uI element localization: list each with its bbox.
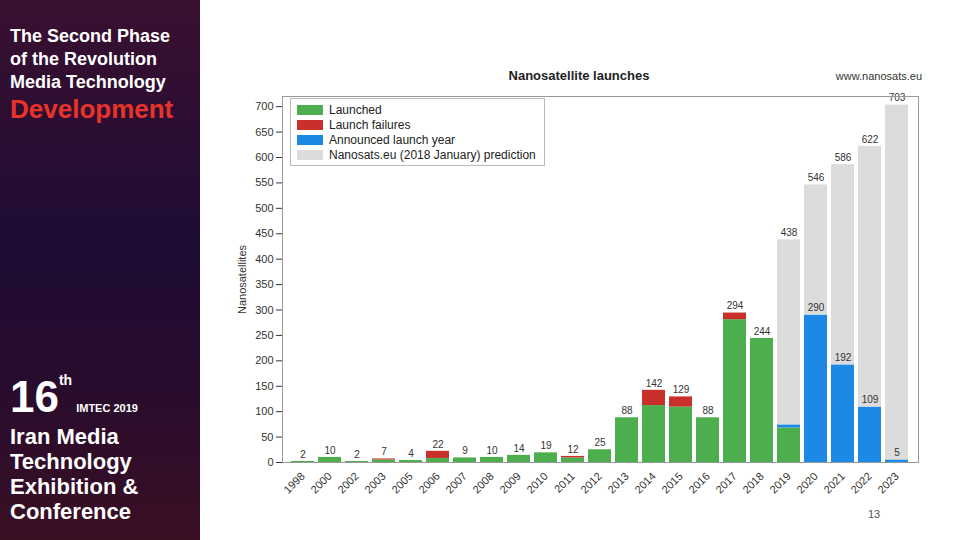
svg-text:546: 546 (808, 172, 825, 183)
svg-text:2022: 2022 (848, 470, 874, 496)
svg-text:192: 192 (835, 352, 852, 363)
html-text:Conference: Conference (10, 499, 131, 524)
svg-text:2007: 2007 (443, 470, 469, 496)
html-text:th: th (59, 372, 73, 388)
svg-text:2013: 2013 (605, 470, 631, 496)
svg-text:622: 622 (862, 134, 879, 145)
svg-text:586: 586 (835, 152, 852, 163)
html-text:of the Revolution: of the Revolution (10, 49, 157, 69)
svg-text:2002: 2002 (335, 470, 361, 496)
svg-text:2: 2 (354, 449, 360, 460)
svg-text:2017: 2017 (713, 470, 739, 496)
svg-text:88: 88 (621, 405, 633, 416)
svg-text:350: 350 (255, 278, 273, 290)
svg-text:2015: 2015 (659, 470, 685, 496)
svg-text:2009: 2009 (497, 470, 523, 496)
svg-text:7: 7 (381, 446, 387, 457)
html-text:Iran Media: Iran Media (10, 424, 119, 449)
svg-text:19: 19 (540, 440, 552, 451)
svg-text:1998: 1998 (281, 470, 307, 496)
svg-text:10: 10 (324, 445, 336, 456)
svg-text:2012: 2012 (578, 470, 604, 496)
svg-text:109: 109 (862, 394, 879, 405)
svg-text:2014: 2014 (632, 470, 658, 496)
html-text:Technology: Technology (10, 449, 132, 474)
svg-text:2010: 2010 (524, 470, 550, 496)
svg-text:2011: 2011 (552, 470, 577, 495)
html-text:Exhibition &: Exhibition & (10, 474, 139, 499)
svg-text:2005: 2005 (389, 470, 415, 496)
html-text:16: 16 (10, 372, 59, 421)
svg-text:2006: 2006 (416, 470, 442, 496)
svg-text:250: 250 (255, 329, 273, 341)
svg-text:2016: 2016 (686, 470, 712, 496)
html-text:Launched: Launched (329, 102, 382, 117)
svg-text:2003: 2003 (362, 470, 388, 496)
svg-text:100: 100 (255, 405, 273, 417)
svg-text:2023: 2023 (875, 470, 901, 496)
svg-text:2: 2 (300, 449, 306, 460)
svg-text:0: 0 (267, 456, 273, 468)
svg-text:600: 600 (255, 151, 273, 163)
svg-text:294: 294 (727, 300, 744, 311)
html-text:Nanosatellite launches: Nanosatellite launches (508, 68, 650, 83)
svg-text:700: 700 (255, 100, 273, 112)
svg-text:2008: 2008 (470, 470, 496, 496)
svg-text:10: 10 (486, 445, 498, 456)
svg-text:2019: 2019 (767, 470, 793, 496)
svg-text:4: 4 (408, 448, 414, 459)
svg-text:2000: 2000 (308, 470, 334, 496)
svg-text:400: 400 (255, 253, 273, 265)
svg-text:450: 450 (255, 227, 273, 239)
html-text:Announced launch year: Announced launch year (329, 132, 456, 147)
html-text:Media Technology: Media Technology (10, 72, 166, 92)
svg-text:88: 88 (702, 405, 714, 416)
svg-text:500: 500 (255, 202, 273, 214)
svg-text:Nanosatellites: Nanosatellites (236, 244, 248, 314)
svg-text:14: 14 (513, 443, 525, 454)
svg-text:50: 50 (261, 431, 273, 443)
svg-text:703: 703 (889, 92, 906, 103)
svg-text:550: 550 (255, 176, 273, 188)
svg-text:2021: 2021 (821, 470, 847, 496)
svg-text:300: 300 (255, 304, 273, 316)
svg-text:129: 129 (673, 384, 690, 395)
svg-text:12: 12 (567, 444, 579, 455)
svg-text:290: 290 (808, 302, 825, 313)
html-text:Nanosats.eu (2018 January) pre: Nanosats.eu (2018 January) prediction (329, 147, 536, 162)
svg-text:650: 650 (255, 126, 273, 138)
html-text:IMTEC 2019: IMTEC 2019 (76, 402, 138, 414)
svg-text:200: 200 (255, 354, 273, 366)
svg-text:22: 22 (432, 439, 444, 450)
svg-text:2020: 2020 (794, 470, 820, 496)
svg-text:2018: 2018 (740, 470, 766, 496)
svg-text:142: 142 (646, 378, 663, 389)
svg-text:244: 244 (754, 326, 771, 337)
svg-text:438: 438 (781, 227, 798, 238)
html-text:The Second Phase: The Second Phase (10, 26, 171, 46)
html-text:Development: Development (10, 94, 174, 124)
html-text:13: 13 (868, 508, 881, 520)
svg-text:5: 5 (894, 447, 900, 458)
html-text:Launch failures: Launch failures (329, 117, 411, 132)
svg-text:25: 25 (594, 437, 606, 448)
svg-text:9: 9 (462, 445, 468, 456)
html-text:www.nanosats.eu: www.nanosats.eu (835, 70, 922, 82)
svg-text:150: 150 (255, 380, 273, 392)
